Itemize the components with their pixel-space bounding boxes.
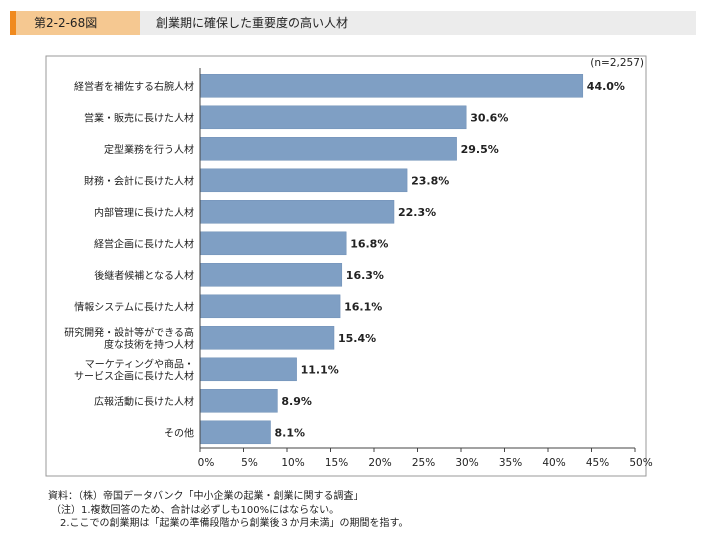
bar bbox=[199, 294, 341, 319]
category-label: サービス企画に長けた人材 bbox=[74, 369, 194, 382]
category-label: 後継者候補となる人材 bbox=[94, 269, 194, 282]
category-label: マーケティングや商品・ bbox=[85, 357, 194, 370]
bar bbox=[199, 231, 347, 256]
value-label: 11.1% bbox=[301, 363, 339, 376]
bar bbox=[199, 389, 278, 413]
bar bbox=[199, 263, 343, 287]
note-source: 資料：（株）帝国データバンク「中小企業の起業・創業に関する調査」 bbox=[48, 491, 364, 502]
value-label: 30.6% bbox=[470, 111, 508, 124]
x-tick-label: 30% bbox=[455, 457, 478, 469]
x-tick-label: 50% bbox=[629, 457, 652, 469]
category-label: 内部管理に長けた人材 bbox=[94, 206, 194, 219]
value-label: 22.3% bbox=[398, 206, 436, 219]
value-label: 16.1% bbox=[344, 300, 382, 313]
value-label: 16.3% bbox=[346, 269, 384, 282]
x-tick-label: 15% bbox=[325, 457, 348, 469]
x-tick-label: 40% bbox=[542, 457, 565, 469]
figure-number: 第2-2-68図 bbox=[16, 11, 140, 35]
x-tick-label: 0% bbox=[198, 457, 215, 469]
x-tick-label: 35% bbox=[499, 457, 522, 469]
category-label: その他 bbox=[164, 426, 194, 439]
bar bbox=[199, 357, 297, 382]
category-label: 研究開発・設計等ができる高 bbox=[64, 326, 194, 339]
note-1: （注）1.複数回答のため、合計は必ずしも100%にはならない。 bbox=[51, 504, 340, 516]
category-label: 経営者を補佐する右腕人材 bbox=[74, 80, 194, 93]
value-label: 29.5% bbox=[461, 143, 499, 156]
category-label: 経営企画に長けた人材 bbox=[94, 237, 194, 250]
x-tick-label: 5% bbox=[241, 457, 258, 469]
notes: 資料：（株）帝国データバンク「中小企業の起業・創業に関する調査」 （注）1.複数… bbox=[48, 490, 409, 531]
header-accent-bar bbox=[10, 11, 16, 35]
chart-frame bbox=[45, 55, 647, 477]
figure-title: 創業期に確保した重要度の高い人材 bbox=[156, 16, 349, 30]
bar bbox=[199, 200, 395, 224]
bar bbox=[199, 420, 271, 445]
bar bbox=[199, 137, 457, 161]
x-tick-label: 20% bbox=[368, 457, 391, 469]
value-label: 15.4% bbox=[338, 332, 376, 345]
x-tick-label: 45% bbox=[586, 457, 609, 469]
category-label: 営業・販売に長けた人材 bbox=[84, 111, 194, 124]
bar bbox=[199, 105, 467, 130]
bar bbox=[199, 326, 335, 350]
category-label: 情報システムに長けた人材 bbox=[74, 300, 194, 313]
value-label: 16.8% bbox=[350, 237, 388, 250]
value-label: 44.0% bbox=[587, 80, 625, 93]
value-label: 23.8% bbox=[411, 174, 449, 187]
category-label: 広報活動に長けた人材 bbox=[94, 395, 194, 408]
category-label: 度な技術を持つ人材 bbox=[104, 338, 194, 351]
note-2: 2.ここでの創業期は「起業の準備段階から創業後３か月未満」の期間を指す。 bbox=[60, 518, 409, 529]
value-label: 8.1% bbox=[275, 426, 306, 439]
value-label: 8.9% bbox=[281, 395, 312, 408]
figure-header: 第2-2-68図 創業期に確保した重要度の高い人材 bbox=[10, 11, 696, 35]
bar bbox=[199, 74, 584, 98]
x-tick-label: 10% bbox=[281, 457, 304, 469]
x-tick-label: 25% bbox=[412, 457, 435, 469]
category-label: 財務・会計に長けた人材 bbox=[84, 174, 194, 187]
category-label: 定型業務を行う人材 bbox=[104, 143, 194, 156]
bar bbox=[199, 168, 408, 193]
sample-size-label: (n=2,257) bbox=[590, 57, 644, 69]
